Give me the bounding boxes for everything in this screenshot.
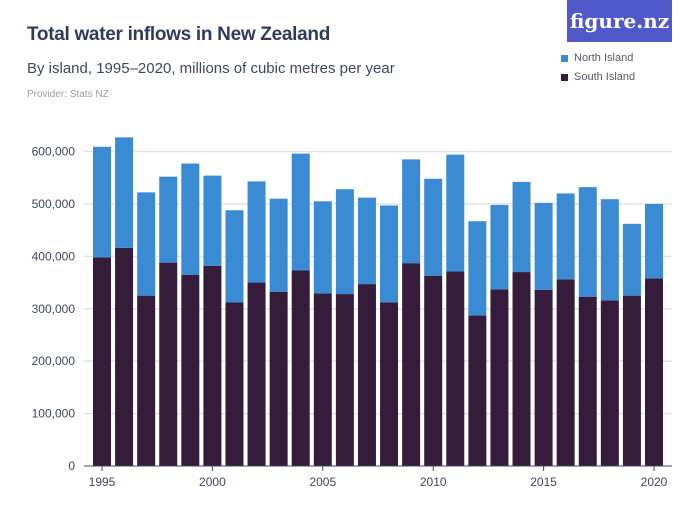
bar-south-2008: [380, 302, 399, 466]
legend-label-south: South Island: [574, 71, 636, 83]
bar-south-2018: [600, 300, 619, 466]
bar-south-2010: [424, 275, 443, 466]
bar-north-2017: [578, 187, 597, 297]
bar-south-2003: [269, 291, 288, 466]
bar-north-2006: [335, 189, 354, 295]
bar-north-1998: [159, 176, 178, 263]
bar-north-2010: [424, 178, 443, 276]
y-tick-label: 600,000: [32, 145, 76, 159]
bar-south-2014: [512, 272, 531, 466]
bar-north-2001: [225, 210, 244, 303]
bar-north-1996: [115, 137, 134, 248]
x-tick-label: 2020: [641, 475, 668, 489]
bar-south-2016: [556, 279, 575, 466]
bar-north-2018: [600, 199, 619, 301]
bar-north-2014: [512, 181, 531, 273]
bar-south-2009: [402, 263, 421, 466]
chart-subtitle: By island, 1995–2020, millions of cubic …: [27, 60, 395, 77]
bar-north-2005: [313, 201, 332, 294]
bar-south-1995: [93, 257, 111, 466]
bar-south-1996: [115, 247, 134, 466]
bar-north-2008: [380, 205, 399, 303]
bar-south-2007: [357, 284, 376, 466]
bar-south-2013: [490, 289, 509, 466]
bar-south-2002: [247, 282, 266, 466]
y-tick-label: 500,000: [32, 197, 76, 211]
bar-south-2006: [335, 294, 354, 466]
legend-label-north: North Island: [574, 52, 634, 64]
bar-north-2012: [468, 221, 487, 316]
bar-south-2005: [313, 293, 332, 466]
bar-north-2013: [490, 204, 509, 290]
bar-north-2000: [203, 175, 222, 266]
legend-swatch-north: [561, 54, 568, 62]
bar-north-2002: [247, 181, 266, 283]
bar-south-2012: [468, 315, 487, 466]
bar-north-2004: [291, 153, 310, 271]
bar-north-2015: [534, 202, 553, 290]
x-tick-label: 2000: [199, 475, 226, 489]
bar-south-2011: [446, 271, 465, 466]
x-tick-label: 2010: [420, 475, 447, 489]
x-tick-label: 2005: [309, 475, 336, 489]
provider-label: Provider: Stats NZ: [27, 89, 109, 100]
bar-south-1999: [181, 274, 200, 466]
y-tick-label: 100,000: [32, 407, 76, 421]
x-tick-label: 2015: [530, 475, 557, 489]
bar-south-2000: [203, 265, 222, 466]
y-tick-label: 400,000: [32, 249, 76, 263]
bar-north-2019: [622, 223, 641, 296]
bar-south-2004: [291, 270, 310, 466]
legend-swatch-south: [561, 73, 568, 81]
bar-north-2011: [446, 154, 465, 272]
bar-north-2009: [402, 159, 421, 264]
figure-nz-logo[interactable]: figure.nz: [567, 0, 672, 42]
bar-south-2015: [534, 289, 553, 466]
bar-north-1999: [181, 163, 200, 275]
chart-title: Total water inflows in New Zealand: [27, 24, 330, 45]
x-tick-label: 1995: [89, 475, 116, 489]
bar-north-2007: [357, 197, 376, 285]
y-tick-label: 200,000: [32, 354, 76, 368]
legend-south-island: South Island: [561, 71, 635, 83]
bar-south-1998: [159, 262, 178, 466]
y-tick-label: 300,000: [32, 302, 76, 316]
bar-north-2020: [645, 203, 663, 279]
bar-north-2016: [556, 193, 575, 280]
legend-north-island: North Island: [561, 52, 633, 64]
bar-north-1997: [137, 192, 156, 296]
bar-north-2003: [269, 198, 288, 292]
bar-south-1997: [137, 295, 156, 466]
bar-north-1995: [93, 146, 111, 258]
bar-south-2019: [622, 295, 641, 466]
bar-south-2017: [578, 296, 597, 466]
y-tick-label: 0: [68, 459, 75, 473]
bar-south-2020: [645, 278, 663, 466]
bar-south-2001: [225, 302, 244, 466]
